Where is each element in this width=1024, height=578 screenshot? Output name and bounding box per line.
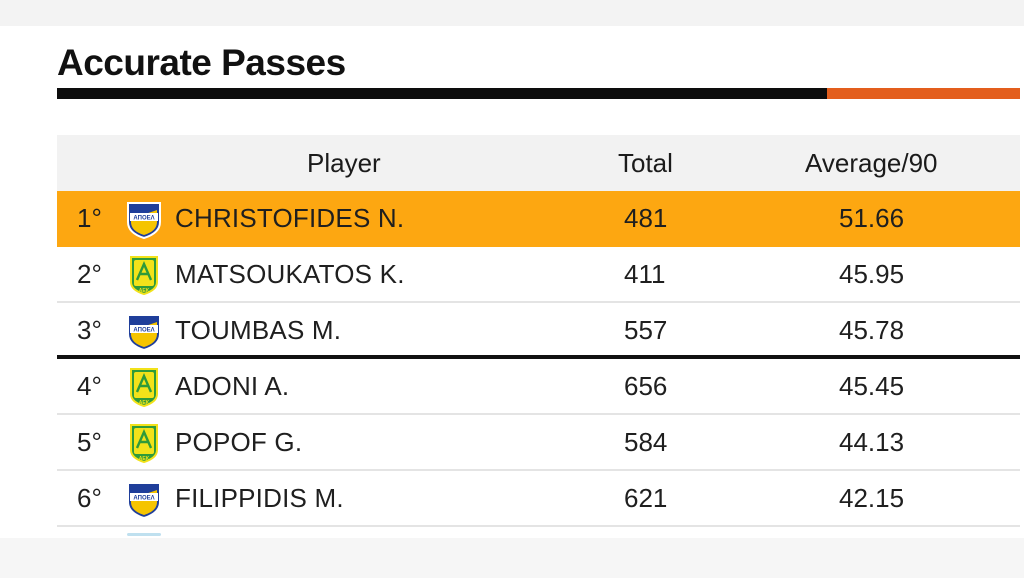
player-name[interactable]: POPOF G. <box>175 427 303 457</box>
row-rank: 2° <box>77 259 102 289</box>
row-rank: 3° <box>77 315 102 345</box>
player-name[interactable]: TOUMBAS M. <box>175 315 342 345</box>
player-name[interactable]: MATSOUKATOS K. <box>175 259 405 289</box>
crest-label: ΑΠΟΕΛ <box>133 216 154 222</box>
crest-label: ΑΕΚ <box>139 400 150 406</box>
table-row[interactable]: 5° ΑΕΚ POPOF G. 584 44.13 <box>57 415 1020 471</box>
row-rank: 6° <box>77 483 102 513</box>
table-row-partial <box>57 527 1020 537</box>
header-player[interactable]: Player <box>307 148 381 178</box>
aek-crest-icon: ΑΕΚ <box>130 424 158 464</box>
total-value: 656 <box>624 371 668 401</box>
title-underline-dark <box>57 88 827 99</box>
crest-label: ΑΠΟΕΛ <box>133 328 154 334</box>
table-row[interactable]: 4° ΑΕΚ ADONI A. 656 45.45 <box>57 359 1020 415</box>
player-name[interactable]: FILIPPIDIS M. <box>175 483 344 513</box>
row-rank: 1° <box>77 203 102 233</box>
total-value: 557 <box>624 315 668 345</box>
player-name[interactable]: ADONI A. <box>175 371 290 401</box>
apoel-crest-icon: ΑΠΟΕΛ <box>127 482 161 520</box>
average-value: 45.45 <box>839 371 905 401</box>
player-name[interactable]: CHRISTOFIDES N. <box>175 203 405 233</box>
total-value: 584 <box>624 427 668 457</box>
average-value: 45.95 <box>839 259 905 289</box>
total-value: 621 <box>624 483 668 513</box>
title-underline <box>57 88 1020 99</box>
stats-card: Accurate Passes Player Total Average/90 … <box>0 26 1024 538</box>
next-crest-sliver <box>127 533 161 536</box>
table-row[interactable]: 2° ΑΕΚ MATSOUKATOS K. 411 45.95 <box>57 247 1020 303</box>
apoel-crest-icon: ΑΠΟΕΛ <box>127 202 161 240</box>
aek-crest-icon: ΑΕΚ <box>130 368 158 408</box>
total-value: 481 <box>624 203 668 233</box>
total-value: 411 <box>624 259 666 289</box>
average-value: 51.66 <box>839 203 905 233</box>
top-band <box>0 0 1024 26</box>
table-header: Player Total Average/90 <box>57 135 1020 191</box>
table-row[interactable]: 1° ΑΠΟΕΛ CHRISTOFIDES N. 481 51.66 <box>57 191 1020 247</box>
header-average[interactable]: Average/90 <box>805 148 938 178</box>
crest-label: ΑΕΚ <box>139 456 150 462</box>
table-row[interactable]: 3° ΑΠΟΕΛ TOUMBAS M. 557 45.78 <box>57 303 1020 359</box>
average-value: 45.78 <box>839 315 905 345</box>
table-row[interactable]: 6° ΑΠΟΕΛ FILIPPIDIS M. 621 42.15 <box>57 471 1020 527</box>
aek-crest-icon: ΑΕΚ <box>130 256 158 296</box>
crest-label: ΑΕΚ <box>139 288 150 294</box>
ranking-table: Player Total Average/90 1° ΑΠΟΕΛ CHRISTO… <box>57 135 1020 537</box>
title-underline-accent <box>827 88 1020 99</box>
header-total[interactable]: Total <box>618 148 673 178</box>
crest-label: ΑΠΟΕΛ <box>133 496 154 502</box>
section-title: Accurate Passes <box>57 42 346 83</box>
average-value: 44.13 <box>839 427 905 457</box>
average-value: 42.15 <box>839 483 905 513</box>
bottom-band <box>0 538 1024 578</box>
row-rank: 4° <box>77 371 102 401</box>
row-rank: 5° <box>77 427 102 457</box>
apoel-crest-icon: ΑΠΟΕΛ <box>127 314 161 352</box>
